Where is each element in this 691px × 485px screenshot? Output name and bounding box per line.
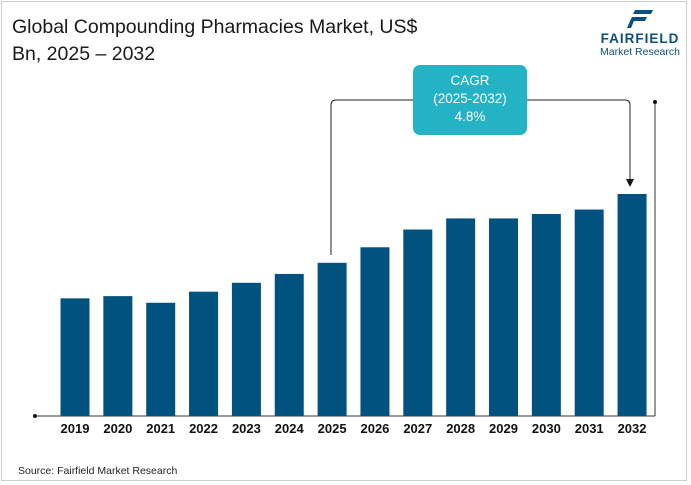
bar-2026 xyxy=(360,247,390,416)
cagr-label: CAGR xyxy=(450,73,490,88)
x-tick-label: 2026 xyxy=(360,421,389,436)
bar-2022 xyxy=(189,291,219,416)
cagr-connector-right xyxy=(527,99,631,180)
cagr-period: (2025-2032) xyxy=(433,91,507,106)
x-tick-label: 2032 xyxy=(618,421,647,436)
chart-title: Global Compounding Pharmacies Market, US… xyxy=(12,16,418,65)
bar-2029 xyxy=(489,218,518,416)
logo-mark-icon xyxy=(627,10,653,28)
x-tick-label: 2022 xyxy=(189,421,218,436)
x-tick-label: 2027 xyxy=(403,421,432,436)
x-tick-label: 2019 xyxy=(61,421,90,436)
x-tick-label: 2025 xyxy=(318,421,347,436)
bar-2020 xyxy=(103,296,133,416)
bar-2027 xyxy=(403,229,433,416)
cagr-value: 4.8% xyxy=(454,109,486,124)
bar-2031 xyxy=(574,209,604,416)
cagr-connector-left xyxy=(330,99,413,255)
bar-2019 xyxy=(60,298,90,416)
bar-2023 xyxy=(231,282,261,416)
cagr-callout: CAGR (2025-2032) 4.8% xyxy=(413,65,527,135)
x-tick-label: 2020 xyxy=(103,421,132,436)
x-tick-label: 2029 xyxy=(489,421,518,436)
source-note: Source: Fairfield Market Research xyxy=(18,465,178,477)
x-tick-label: 2021 xyxy=(146,421,175,436)
x-tick-label: 2030 xyxy=(532,421,561,436)
bar-2024 xyxy=(274,273,304,416)
bar-2021 xyxy=(146,302,176,416)
bar-2028 xyxy=(446,218,476,416)
right-axis-dot xyxy=(653,100,657,104)
logo-subtitle: Market Research xyxy=(600,46,680,58)
bar-2030 xyxy=(531,213,561,416)
x-tick-label: 2028 xyxy=(446,421,475,436)
logo: FAIRFIELD Market Research xyxy=(590,8,690,58)
x-tick-label: 2024 xyxy=(275,421,305,436)
x-tick-label: 2023 xyxy=(232,421,261,436)
logo-brand: FAIRFIELD xyxy=(600,31,680,46)
x-tick-label: 2031 xyxy=(575,421,604,436)
bar-2032 xyxy=(617,194,647,416)
bar-2025 xyxy=(317,262,347,416)
arrow-down-icon xyxy=(626,179,634,187)
x-axis-dot xyxy=(33,414,37,418)
